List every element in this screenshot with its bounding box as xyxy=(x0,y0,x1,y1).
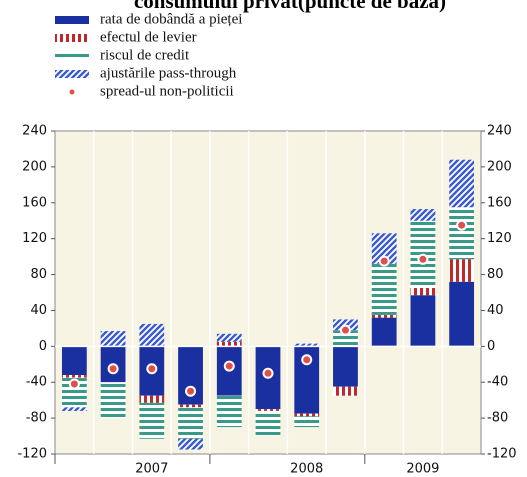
bar-segment xyxy=(294,416,320,428)
bar-segment xyxy=(61,407,87,411)
bar-segment xyxy=(61,375,87,378)
bar-segment xyxy=(294,413,320,417)
bar-segment xyxy=(410,209,436,221)
bar-segment xyxy=(371,317,397,347)
bar-segment xyxy=(255,410,281,437)
bar-segment xyxy=(61,346,87,376)
bar-segment xyxy=(139,395,165,403)
y2-tick-label: -80 xyxy=(487,411,508,426)
bar-segment xyxy=(255,409,281,411)
bar-segment xyxy=(371,263,397,315)
legend-label: efectul de levier xyxy=(100,29,197,45)
y2-tick-label: 240 xyxy=(487,124,512,139)
legend-swatch xyxy=(55,52,89,60)
bar-segment xyxy=(178,438,203,450)
y-tick-label: 120 xyxy=(22,231,47,246)
bar-segment xyxy=(333,346,358,387)
bar-segment xyxy=(216,395,242,428)
y-tick-label: 0 xyxy=(39,339,47,354)
bar-segment xyxy=(100,382,126,419)
bar-segment xyxy=(216,333,242,342)
y-tick-label: 40 xyxy=(30,303,47,318)
legend-label: rata de dobândă a pieței xyxy=(100,11,242,27)
dot-marker xyxy=(68,378,80,390)
bar-segment xyxy=(371,314,397,318)
bar-segment xyxy=(333,386,358,396)
y2-tick-label: 160 xyxy=(487,195,512,210)
legend-label: riscul de credit xyxy=(100,47,190,63)
bar-segment xyxy=(139,402,165,439)
bar-segment xyxy=(410,288,436,296)
x-tick-label: 2007 xyxy=(135,462,168,477)
y-tick-label: 160 xyxy=(22,195,47,210)
dot-marker xyxy=(339,324,351,336)
dot-marker xyxy=(223,360,235,372)
y-tick-label: 80 xyxy=(30,267,47,282)
bar-segment xyxy=(410,295,436,347)
bar-segment xyxy=(178,407,203,439)
dot-marker xyxy=(146,363,158,375)
legend-label: ajustările pass-through xyxy=(100,65,237,81)
y2-tick-label: 200 xyxy=(487,159,512,174)
legend-swatch xyxy=(69,89,75,95)
y-tick-label: -80 xyxy=(26,411,47,426)
dot-marker xyxy=(185,385,197,397)
bar-segment xyxy=(100,331,126,347)
bar-segment xyxy=(178,404,203,408)
y2-tick-label: -120 xyxy=(487,447,517,462)
dot-marker xyxy=(301,354,313,366)
y-tick-label: 240 xyxy=(22,124,47,139)
y-tick-label: -120 xyxy=(17,447,47,462)
bar-segment xyxy=(139,323,165,347)
y-tick-label: -40 xyxy=(26,375,47,390)
y2-tick-label: 120 xyxy=(487,231,512,246)
dot-marker xyxy=(456,219,468,231)
y2-tick-label: 0 xyxy=(487,339,495,354)
y-tick-label: 200 xyxy=(22,159,47,174)
legend-swatch xyxy=(55,34,89,42)
x-tick-label: 2009 xyxy=(406,462,439,477)
x-tick-label: 2008 xyxy=(290,462,323,477)
bar-segment xyxy=(449,207,475,260)
dot-marker xyxy=(262,367,274,379)
dot-marker xyxy=(417,253,429,265)
legend-label: spread-ul non-politicii xyxy=(100,83,234,99)
y2-tick-label: 40 xyxy=(487,303,504,318)
y2-tick-label: 80 xyxy=(487,267,504,282)
bar-segment xyxy=(333,330,358,347)
bar-segment xyxy=(216,341,242,347)
chart-title: consumului privat(puncte de bază) xyxy=(134,0,446,13)
bar-segment xyxy=(294,343,320,347)
bar-segment xyxy=(449,281,475,347)
bar-segment xyxy=(449,159,475,208)
legend-swatch xyxy=(55,70,89,78)
dot-marker xyxy=(378,255,390,267)
legend-swatch xyxy=(55,16,89,24)
bar-segment xyxy=(449,259,475,282)
y2-tick-label: -40 xyxy=(487,375,508,390)
dot-marker xyxy=(107,363,119,375)
